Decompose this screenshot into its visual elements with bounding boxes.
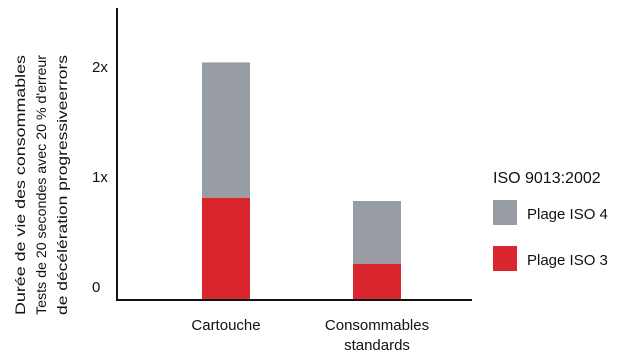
y-tick-label: 1x <box>92 169 108 186</box>
bar-segment <box>202 62 250 198</box>
legend-swatch <box>493 200 517 225</box>
y-axis-label-line: Tests de 20 secondes avec 20 % d'erreur <box>33 55 49 315</box>
x-category-label: Consommables standards <box>325 317 429 354</box>
x-category-label: Cartouche <box>191 317 260 334</box>
legend-swatch <box>493 246 517 271</box>
x-category-label-line: standards <box>344 337 410 354</box>
y-axis-label: Durée de vie des consommables Tests de 20… <box>12 55 70 315</box>
y-tick-label: 0 <box>92 279 100 296</box>
x-category-label-line: Consommables <box>325 317 429 334</box>
bar-segment <box>353 263 401 300</box>
x-category-label-line: Cartouche <box>191 317 260 334</box>
legend-label: Plage ISO 3 <box>527 252 608 269</box>
y-axis-label-line: de décélération progressiveerrors <box>54 55 70 315</box>
y-axis-label-line: Durée de vie des consommables <box>12 55 28 315</box>
legend-title: ISO 9013:2002 <box>493 170 601 187</box>
y-tick-label: 2x <box>92 59 108 76</box>
bar-segment <box>353 201 401 264</box>
legend-label: Plage ISO 4 <box>527 206 608 223</box>
bar-segment <box>202 197 250 300</box>
